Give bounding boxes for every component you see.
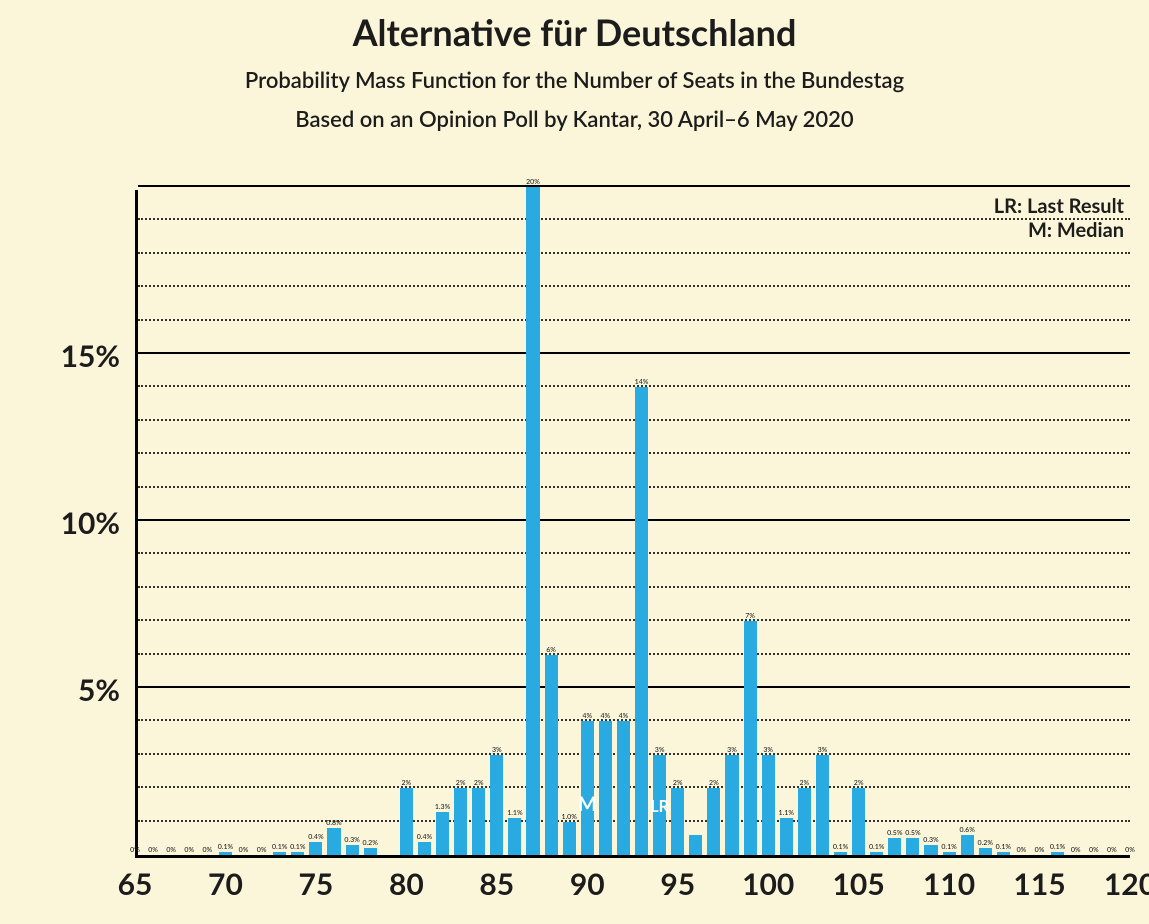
chart-subtitle: Probability Mass Function for the Number… [0,66,1149,93]
bar [436,812,449,855]
bar [563,822,576,855]
bar-value-label: 14% [622,378,662,386]
plot-area: LR: Last Result M: Median 5%10%15%657075… [135,190,1130,858]
x-axis-label: 100 [728,866,808,902]
bar-value-label: 3% [748,746,788,754]
gridline-minor [138,619,1130,621]
x-axis-label: 105 [819,866,899,902]
gridline-minor [138,319,1130,321]
x-axis-label: 95 [638,866,718,902]
bar [273,852,286,855]
bar [364,848,377,855]
bar [725,755,738,855]
gridline-minor [138,419,1130,421]
bar [508,818,521,855]
x-axis-label: 85 [457,866,537,902]
gridline-major [138,185,1130,187]
gridline-major [138,352,1130,354]
bar [834,852,847,855]
gridline-minor [138,552,1130,554]
x-axis-label: 115 [1000,866,1080,902]
x-axis-label: 75 [276,866,356,902]
bar-value-label: 0% [1110,846,1149,854]
bar-value-label: 0.8% [314,819,354,827]
bar-value-label: 7% [730,612,770,620]
y-axis-label: 10% [0,505,120,541]
x-axis-label: 65 [95,866,175,902]
bar [472,788,485,855]
bar-value-label: 2% [839,779,879,787]
bar-value-label: 2% [386,779,426,787]
bar [744,621,757,855]
gridline-minor [138,285,1130,287]
bar [309,842,322,855]
bar [599,721,612,855]
bar [545,655,558,855]
gridline-minor [138,653,1130,655]
bar [617,721,630,855]
bar [653,755,666,855]
bar [671,788,684,855]
bar [888,838,901,855]
chart-caption: Based on an Opinion Poll by Kantar, 30 A… [0,105,1149,132]
bar [780,818,793,855]
bar [291,852,304,855]
bar [943,852,956,855]
title-block: Alternative für Deutschland Probability … [0,10,1149,132]
gridline-major [138,686,1130,688]
bar-value-label: 20% [513,178,553,186]
gridline-minor [138,218,1130,220]
gridline-minor [138,753,1130,755]
bar [400,788,413,855]
gridline-minor [138,786,1130,788]
bar [454,788,467,855]
chart-container: Alternative für Deutschland Probability … [0,0,1149,924]
bar-value-label: 0.6% [947,826,987,834]
gridline-minor [138,586,1130,588]
bar [870,852,883,855]
gridline-minor [138,820,1130,822]
bar [707,788,720,855]
y-axis-label: 5% [0,672,120,708]
bar-value-label: 3% [802,746,842,754]
bar [762,755,775,855]
bar [689,835,702,855]
bar-value-label: 6% [531,646,571,654]
y-axis-label: 15% [0,338,120,374]
gridline-minor [138,452,1130,454]
bar-value-label: 3% [640,746,680,754]
bar [581,721,594,855]
x-axis-label: 110 [909,866,989,902]
bar-value-label: 3% [477,746,517,754]
x-axis-label: 90 [547,866,627,902]
x-axis-label: 120 [1090,866,1149,902]
chart-title: Alternative für Deutschland [0,10,1149,54]
axes [135,190,1130,858]
gridline-major [138,519,1130,521]
bar [635,387,648,855]
bar-value-label: 0.2% [350,839,390,847]
x-axis-label: 70 [185,866,265,902]
bar [798,788,811,855]
gridline-minor [138,486,1130,488]
bar-value-label: 2% [658,779,698,787]
bar [816,755,829,855]
bar [526,187,539,855]
bar [418,842,431,855]
bar [490,755,503,855]
gridline-minor [138,252,1130,254]
x-axis-label: 80 [366,866,446,902]
